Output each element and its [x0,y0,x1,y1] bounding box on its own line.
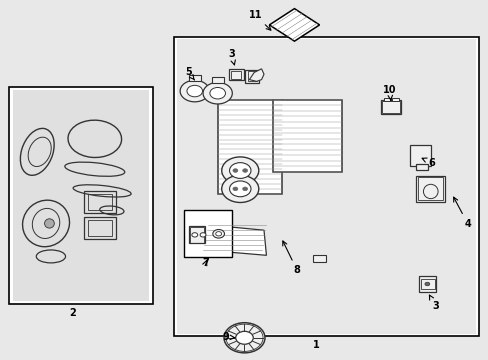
Bar [312,255,326,262]
Circle shape [221,175,258,202]
Bar [176,39,475,334]
Polygon shape [203,225,266,255]
Circle shape [224,323,264,353]
Text: 10: 10 [382,85,396,100]
Ellipse shape [44,219,54,228]
Circle shape [221,157,258,184]
Text: 1: 1 [313,340,319,350]
Text: 8: 8 [282,241,300,275]
Bar [188,75,200,81]
Bar [190,227,203,243]
Bar [84,191,116,213]
Text: 6: 6 [421,158,435,168]
Circle shape [229,181,250,197]
Bar [173,37,478,336]
Circle shape [200,233,205,237]
Text: 3: 3 [428,295,438,311]
Circle shape [232,187,237,191]
Bar [211,77,223,83]
Bar [88,194,112,210]
Circle shape [203,82,232,104]
Bar [380,100,400,114]
Bar [384,98,390,101]
Text: 2: 2 [69,308,76,318]
Text: 4: 4 [453,197,470,229]
Bar [417,177,443,200]
Polygon shape [269,9,319,41]
Bar [272,100,341,172]
Bar [418,276,435,292]
Text: 9: 9 [222,332,235,342]
Circle shape [180,80,209,102]
Circle shape [242,169,247,172]
Bar [13,90,149,301]
Bar [415,176,445,202]
Circle shape [186,85,202,97]
Polygon shape [249,69,264,81]
Bar [88,220,112,236]
Circle shape [215,231,221,236]
Bar [420,279,434,289]
Bar [9,87,153,304]
Bar [247,71,256,81]
Circle shape [424,282,429,286]
Circle shape [242,187,247,191]
Text: 11: 11 [248,10,270,30]
Text: 5: 5 [184,67,194,80]
Bar [183,211,232,257]
Circle shape [232,169,237,172]
Text: 3: 3 [227,49,235,65]
Bar [391,98,398,101]
Bar [84,217,116,239]
Bar [409,145,430,166]
Circle shape [235,331,253,344]
Circle shape [229,163,250,179]
Circle shape [212,229,224,238]
Bar [381,101,399,113]
Circle shape [209,87,225,99]
Bar [217,100,282,194]
Bar [189,226,204,243]
Text: 7: 7 [202,258,208,268]
Bar [228,69,243,80]
Bar [415,163,427,170]
Bar [245,69,259,83]
Circle shape [191,233,197,237]
Bar [231,71,241,78]
